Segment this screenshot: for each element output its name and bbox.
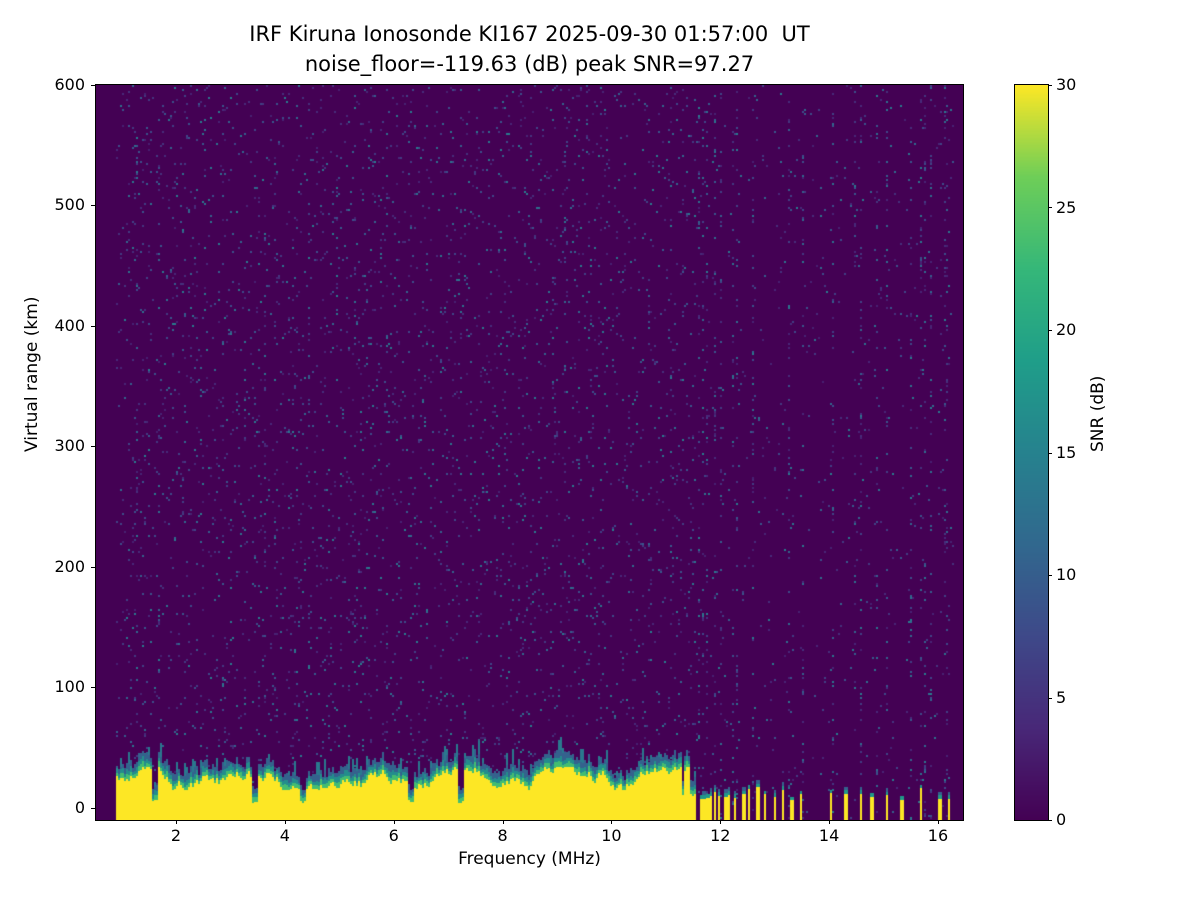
ionogram-heatmap-canvas (96, 85, 963, 820)
colorbar-tick-label: 30 (1056, 75, 1077, 94)
tick-mark (91, 687, 95, 688)
tick-mark (503, 820, 504, 824)
tick-mark (938, 820, 939, 824)
tick-mark (91, 567, 95, 568)
x-tick-label: 4 (279, 826, 290, 845)
colorbar-canvas (1015, 85, 1048, 820)
colorbar (1014, 84, 1049, 821)
y-tick-label: 600 (54, 75, 85, 94)
tick-mark (611, 820, 612, 824)
y-tick-label: 0 (74, 797, 85, 817)
tick-mark (1048, 207, 1052, 208)
tick-mark (91, 85, 95, 86)
colorbar-tick-label: 0 (1056, 810, 1067, 829)
tick-mark (91, 808, 95, 809)
tick-mark (1048, 453, 1052, 454)
tick-mark (829, 820, 830, 824)
x-tick-label: 10 (601, 826, 622, 845)
plot-area (95, 84, 964, 821)
x-tick-label: 16 (927, 826, 949, 845)
x-tick-label: 12 (710, 826, 731, 845)
plot-title-line1: IRF Kiruna Ionosonde KI167 2025-09-30 01… (249, 22, 810, 46)
colorbar-tick-label: 25 (1056, 197, 1077, 217)
tick-mark (91, 205, 95, 206)
tick-mark (720, 820, 721, 824)
y-tick-label: 100 (54, 677, 85, 697)
tick-mark (91, 326, 95, 327)
colorbar-tick-label: 15 (1056, 442, 1077, 462)
tick-mark (1048, 85, 1052, 86)
y-tick-label: 300 (54, 436, 85, 456)
y-tick-label: 500 (54, 195, 85, 215)
tick-mark (1048, 575, 1052, 576)
x-tick-label: 6 (388, 826, 399, 845)
plot-title-line2: noise_floor=-119.63 (dB) peak SNR=97.27 (304, 52, 755, 76)
tick-mark (91, 446, 95, 447)
tick-mark (176, 820, 177, 824)
y-tick-label: 200 (54, 556, 85, 576)
tick-mark (1048, 698, 1052, 699)
x-tick-label: 8 (497, 826, 508, 845)
colorbar-tick-label: 20 (1056, 320, 1077, 339)
x-tick-label: 2 (170, 826, 182, 845)
y-tick-label: 400 (54, 315, 85, 335)
tick-mark (285, 820, 286, 824)
tick-mark (1048, 820, 1052, 821)
colorbar-tick-label: 10 (1056, 565, 1077, 584)
x-tick-label: 14 (818, 826, 840, 845)
tick-mark (394, 820, 395, 824)
tick-mark (1048, 330, 1052, 331)
x-axis-label: Frequency (MHz) (458, 849, 601, 869)
colorbar-tick-label: 5 (1056, 687, 1067, 707)
